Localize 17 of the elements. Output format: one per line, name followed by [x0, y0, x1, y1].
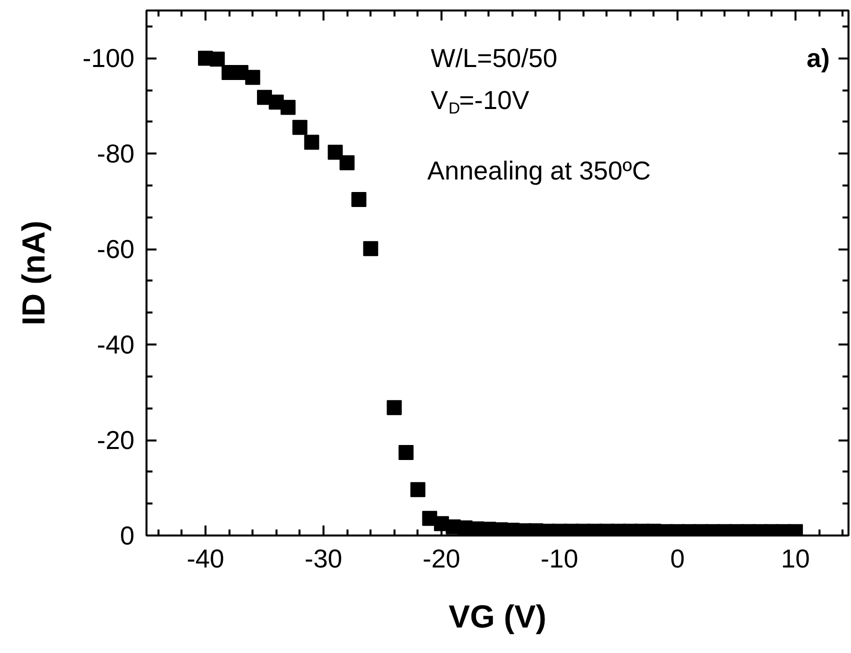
x-tick-label: -20	[422, 544, 460, 574]
x-tick-label: 10	[780, 544, 810, 574]
x-tick-label: -40	[186, 544, 224, 574]
y-tick-label: 0	[120, 520, 135, 550]
x-tick-label: -10	[540, 544, 578, 574]
y-tick-label: -80	[96, 138, 134, 169]
annotation: Annealing at 350ºC	[427, 156, 651, 186]
y-tick-label: -20	[96, 425, 134, 456]
y-axis-title: ID (nA)	[15, 220, 52, 326]
y-tick-label: -100	[82, 43, 135, 74]
x-axis-title: VG (V)	[448, 598, 546, 634]
annotation: a)	[806, 42, 830, 73]
y-tick-label: -60	[96, 234, 134, 264]
annotation: W/L=50/50	[430, 42, 558, 73]
x-tick-label: -30	[304, 544, 342, 574]
x-tick-label: 0	[670, 544, 685, 574]
y-tick-label: -40	[96, 330, 134, 360]
